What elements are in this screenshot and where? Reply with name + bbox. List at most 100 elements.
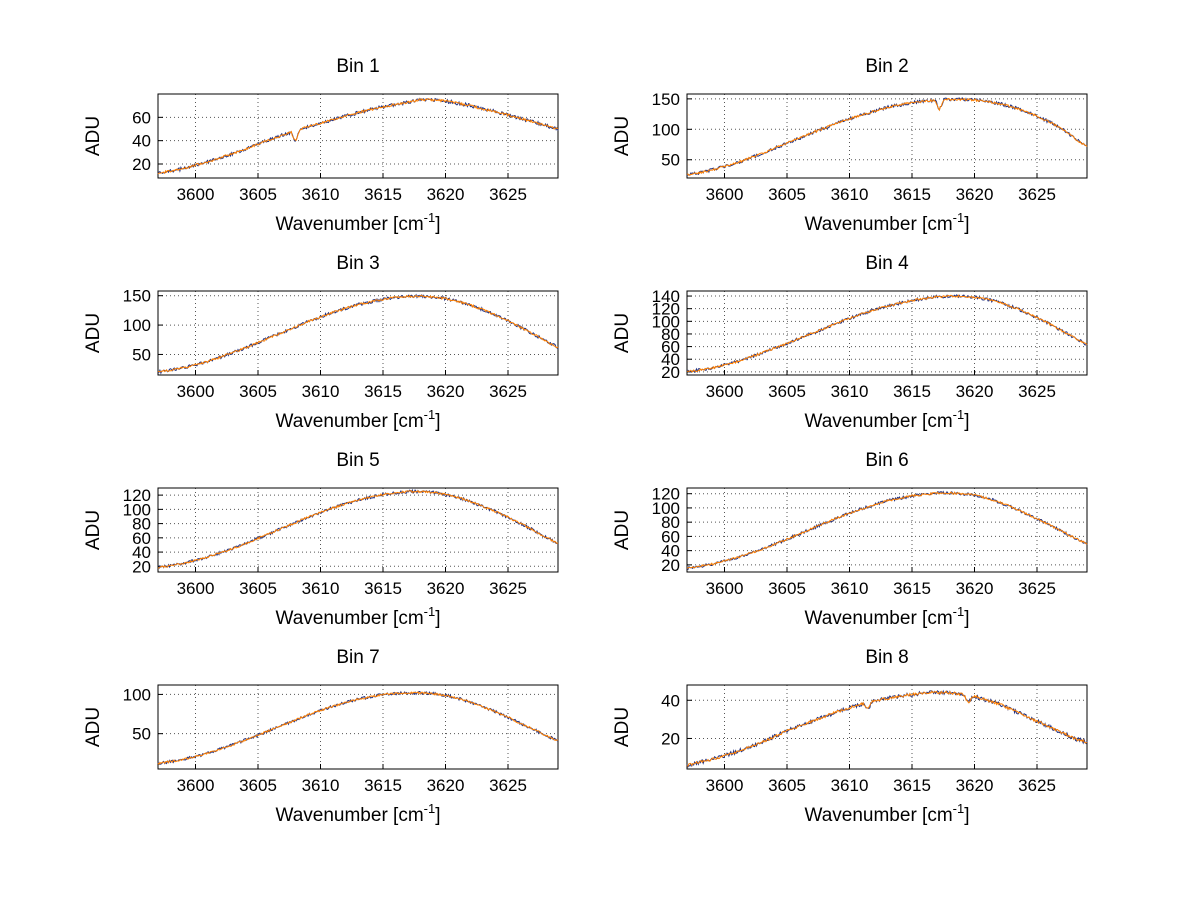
x-tick-label: 3625: [489, 185, 527, 204]
x-tick-label: 3615: [893, 382, 931, 401]
x-axis-label-close: ]: [435, 805, 440, 826]
x-tick-label: 3605: [239, 382, 277, 401]
chart-title: Bin 8: [865, 647, 908, 668]
chart-title: Bin 2: [865, 56, 908, 77]
plot-border: [157, 290, 559, 376]
x-tick-label: 3600: [706, 776, 744, 795]
x-tick-label: 3610: [831, 776, 869, 795]
y-tick-label: 40: [132, 132, 151, 151]
y-axis-label: ADU: [612, 116, 633, 156]
x-axis-label: Wavenumber [cm-1]: [804, 801, 969, 826]
x-tick-label: 3620: [427, 579, 465, 598]
y-tick-label: 80: [661, 513, 680, 532]
y-tick-label: 40: [132, 543, 151, 562]
chart-bin-8: 20 40 3600 3605 3610 3615 3620 3625 Bin 8 ADU Wave…: [612, 647, 1088, 826]
y-tick-label: 50: [132, 725, 151, 744]
x-axis-label-close: ]: [964, 411, 969, 432]
y-tick-label: 50: [661, 151, 680, 170]
chart-title: Bin 4: [865, 253, 909, 274]
y-tick-label: 40: [661, 691, 680, 710]
x-axis-label: Wavenumber [cm-1]: [804, 407, 969, 432]
y-tick-label: 120: [652, 485, 680, 504]
y-tick-label: 20: [132, 557, 151, 576]
x-tick-label: 3610: [831, 579, 869, 598]
grid-lines: [158, 685, 558, 769]
chart-bin-1: 20 40 60 3600 3605 3610 3615 3620 3625 Bin 1 ADU Wa…: [83, 56, 559, 235]
y-tick-label: 40: [661, 350, 680, 369]
x-tick-label: 3605: [768, 185, 806, 204]
x-axis-label-main: Wavenumber [cm: [275, 214, 423, 235]
series-line-main: [686, 690, 1088, 767]
y-axis-label: ADU: [612, 510, 633, 550]
grid-lines: [687, 94, 1087, 178]
chart-bin-2: 50 100 150 3600 3605 3610 3615 3620 3625 Bin 2 ADU…: [612, 56, 1088, 235]
x-tick-label: 3625: [489, 382, 527, 401]
x-axis-label-close: ]: [435, 411, 440, 432]
x-tick-label: 3600: [177, 382, 215, 401]
y-tick-label: 20: [661, 363, 680, 382]
series-line-main: [686, 491, 1088, 569]
grid-lines: [158, 291, 558, 375]
x-tick-label: 3615: [364, 579, 402, 598]
y-tick-label: 150: [123, 287, 151, 306]
x-tick-label: 3605: [768, 579, 806, 598]
y-tick-label: 100: [123, 500, 151, 519]
x-tick-label: 3615: [364, 776, 402, 795]
grid-lines: [158, 94, 558, 178]
y-tick-label: 100: [652, 312, 680, 331]
x-tick-label: 3620: [427, 382, 465, 401]
y-tick-label: 140: [652, 287, 680, 306]
y-axis-label: ADU: [83, 116, 104, 156]
series-line-main: [157, 489, 559, 569]
tick-marks: [687, 295, 1038, 375]
tick-marks: [158, 116, 509, 178]
x-axis-label-main: Wavenumber [cm: [804, 214, 952, 235]
x-tick-label: 3620: [956, 185, 994, 204]
x-tick-label: 3620: [956, 579, 994, 598]
series-line-under: [686, 689, 1088, 768]
y-tick-label: 20: [132, 155, 151, 174]
x-tick-label: 3605: [239, 185, 277, 204]
x-axis-label-close: ]: [964, 805, 969, 826]
x-tick-label: 3620: [956, 382, 994, 401]
series-line-under: [686, 490, 1088, 571]
x-axis-label-close: ]: [435, 214, 440, 235]
x-tick-label: 3620: [427, 776, 465, 795]
y-tick-label: 100: [123, 685, 151, 704]
x-tick-label: 3610: [831, 185, 869, 204]
x-axis-label: Wavenumber [cm-1]: [275, 407, 440, 432]
x-tick-label: 3625: [1018, 776, 1056, 795]
tick-marks: [687, 699, 1038, 769]
series-line-main: [157, 691, 559, 766]
x-axis-label-main: Wavenumber [cm: [804, 411, 952, 432]
x-axis-label-close: ]: [964, 214, 969, 235]
x-tick-label: 3625: [489, 579, 527, 598]
x-axis-label: Wavenumber [cm-1]: [275, 604, 440, 629]
subplot-bin-8: 20 40 3600 3605 3610 3615 3620 3625 Bin 8 ADU Wave…: [592, 645, 1122, 842]
subplot-bin-5: 20 40 60 80 100 120 3600 3605 3610 3615 3620 3625 Bi…: [63, 448, 593, 645]
grid-lines: [687, 685, 1087, 769]
y-tick-label: 20: [661, 556, 680, 575]
x-axis-label-main: Wavenumber [cm: [804, 608, 952, 629]
x-axis-label-main: Wavenumber [cm: [275, 805, 423, 826]
plot-border: [157, 684, 559, 770]
y-axis-label: ADU: [612, 313, 633, 353]
x-axis-label-close: ]: [964, 608, 969, 629]
chart-title: Bin 5: [336, 450, 379, 471]
chart-title: Bin 1: [336, 56, 379, 77]
x-tick-label: 3610: [302, 776, 340, 795]
series-line-under: [157, 293, 559, 375]
x-tick-label: 3605: [239, 579, 277, 598]
series-line-under: [686, 97, 1088, 176]
x-tick-label: 3605: [768, 776, 806, 795]
y-tick-label: 150: [652, 90, 680, 109]
series-line-under: [157, 488, 559, 569]
y-tick-label: 100: [652, 120, 680, 139]
y-tick-label: 120: [652, 300, 680, 319]
x-axis-label-close: ]: [435, 608, 440, 629]
y-axis-label: ADU: [83, 510, 104, 550]
plot-border: [157, 487, 559, 573]
plot-border: [686, 487, 1088, 573]
x-tick-label: 3625: [1018, 185, 1056, 204]
series-line-main: [157, 98, 559, 175]
